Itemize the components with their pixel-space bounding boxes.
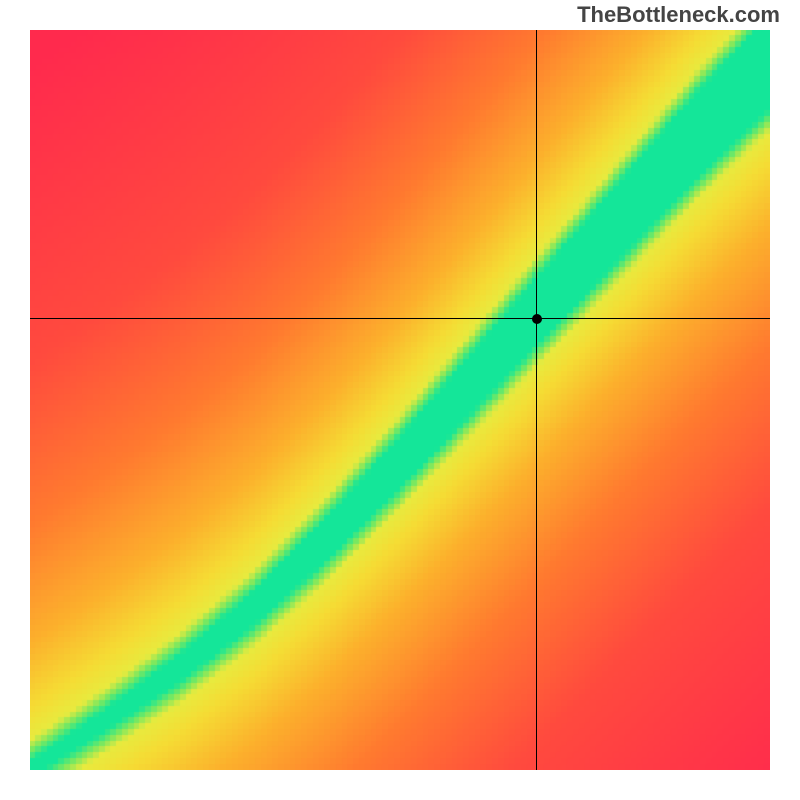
chart-container: TheBottleneck.com — [0, 0, 800, 800]
crosshair-horizontal — [30, 318, 770, 319]
heatmap-canvas — [30, 30, 770, 770]
watermark-text: TheBottleneck.com — [577, 2, 780, 28]
crosshair-marker — [532, 314, 542, 324]
heatmap-chart — [30, 30, 770, 770]
crosshair-vertical — [536, 30, 537, 770]
